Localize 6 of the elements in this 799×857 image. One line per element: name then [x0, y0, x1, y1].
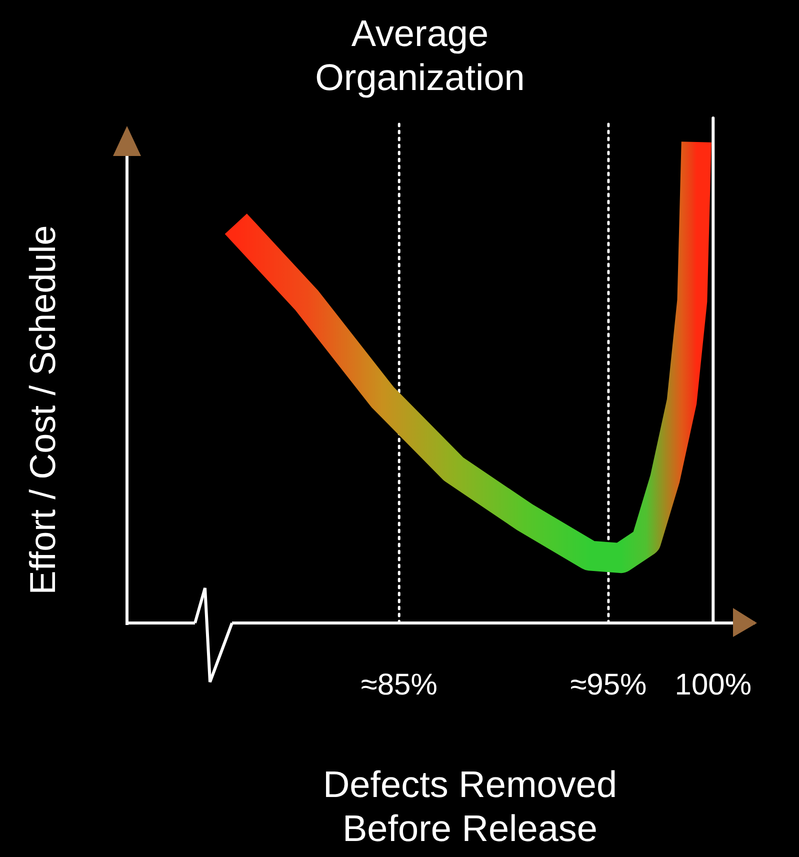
x-axis-title: Defects Removed Before Release [322, 764, 618, 849]
x-tick-label: ≈85% [360, 668, 438, 702]
x-tick-label: 100% [674, 668, 752, 702]
x-tick-label: ≈95% [570, 668, 647, 702]
chart-title: Average Organization [315, 13, 525, 98]
y-axis-title: Effort / Cost / Schedule [22, 225, 63, 595]
